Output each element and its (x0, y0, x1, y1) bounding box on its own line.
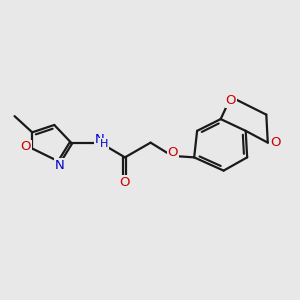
Text: O: O (270, 136, 281, 149)
Text: O: O (20, 140, 31, 153)
Text: H: H (100, 139, 108, 149)
Text: N: N (55, 159, 65, 172)
Text: O: O (226, 94, 236, 107)
Text: N: N (95, 133, 105, 146)
Text: O: O (120, 176, 130, 189)
Text: O: O (167, 146, 178, 159)
